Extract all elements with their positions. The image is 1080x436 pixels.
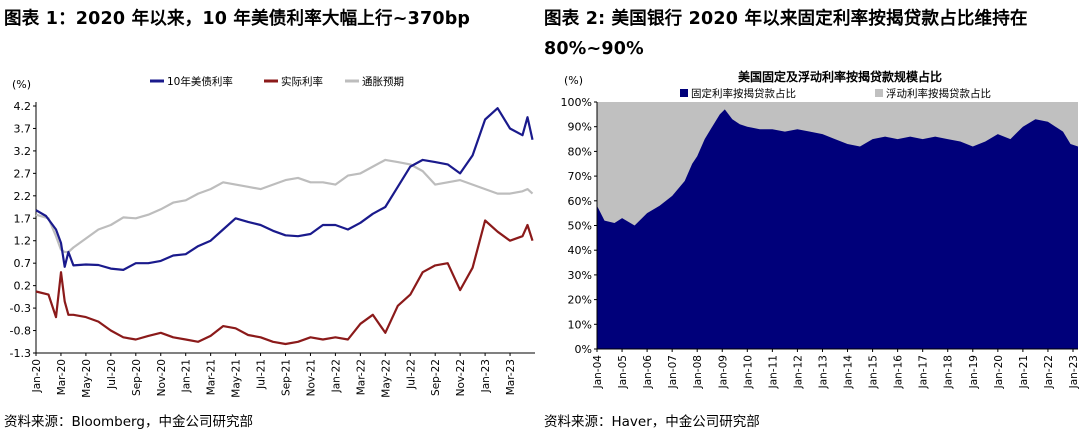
chart-2-ylabel: (%) bbox=[564, 74, 583, 87]
x-tick-label: Jan-22 bbox=[1043, 355, 1055, 389]
x-tick-label: Jan-09 bbox=[717, 355, 729, 389]
x-tick-label: Jan-20 bbox=[31, 359, 43, 393]
y-tick-label: 20% bbox=[568, 294, 592, 307]
x-tick-label: May-22 bbox=[380, 359, 392, 398]
x-tick-label: Jan-19 bbox=[968, 355, 980, 389]
legend-label-2: 实际利率 bbox=[281, 75, 323, 88]
x-tick-label: Jan-22 bbox=[330, 359, 342, 393]
x-tick-label: Jan-20 bbox=[993, 355, 1005, 389]
y-tick-label: 30% bbox=[568, 269, 592, 282]
x-tick-label: Jan-05 bbox=[617, 355, 629, 389]
y-tick-label: 1.2 bbox=[14, 235, 32, 248]
x-tick-label: Sep-20 bbox=[131, 359, 143, 396]
x-tick-label: Jan-16 bbox=[893, 355, 905, 390]
x-tick-label: Jan-13 bbox=[817, 355, 829, 389]
y-tick-label: -0.3 bbox=[10, 302, 31, 315]
x-tick-label: Jul-22 bbox=[405, 359, 417, 390]
y-tick-label: 100% bbox=[561, 96, 592, 109]
chart-1-ylabel: (%) bbox=[12, 78, 31, 91]
legend-label-1: 10年美债利率 bbox=[167, 75, 233, 88]
y-tick-label: 2.2 bbox=[14, 190, 32, 203]
x-tick-label: Jan-21 bbox=[1018, 355, 1030, 389]
x-tick-label: Jan-17 bbox=[918, 355, 930, 389]
y-tick-label: -1.3 bbox=[10, 347, 31, 360]
x-tick-label: Mar-22 bbox=[355, 359, 367, 395]
x-tick-label: Jan-15 bbox=[868, 355, 880, 389]
x-tick-label: Mar-20 bbox=[56, 359, 68, 395]
x-tick-label: Jan-11 bbox=[767, 355, 779, 389]
y-tick-label: 70% bbox=[568, 170, 592, 183]
y-tick-label: 3.2 bbox=[14, 145, 32, 158]
x-tick-label: Jan-14 bbox=[843, 355, 855, 390]
y-tick-label: 90% bbox=[568, 121, 592, 134]
chart-2-inner-title: 美国固定及浮动利率按揭贷款规模占比 bbox=[738, 69, 942, 84]
y-tick-label: 80% bbox=[568, 145, 592, 158]
area-fixed bbox=[597, 109, 1078, 350]
y-tick-label: 50% bbox=[568, 220, 592, 233]
x-tick-label: Jan-10 bbox=[742, 355, 754, 389]
y-tick-label: 0% bbox=[575, 343, 592, 356]
legend-label-fixed: 固定利率按揭贷款占比 bbox=[691, 87, 796, 100]
x-tick-label: Jan-04 bbox=[592, 355, 604, 390]
legend-swatch-floating bbox=[875, 89, 883, 97]
legend-label-floating: 浮动利率按揭贷款占比 bbox=[886, 87, 991, 100]
y-tick-label: 10% bbox=[568, 318, 592, 331]
x-tick-label: Jul-20 bbox=[106, 359, 118, 390]
x-tick-label: Jan-08 bbox=[692, 355, 704, 389]
x-tick-label: Jan-18 bbox=[943, 355, 955, 389]
x-tick-label: May-21 bbox=[231, 359, 243, 398]
x-tick-label: Jan-12 bbox=[792, 355, 804, 389]
y-tick-label: 4.2 bbox=[14, 100, 32, 113]
x-tick-label: May-20 bbox=[81, 359, 93, 398]
x-tick-label: Mar-21 bbox=[206, 359, 218, 395]
y-tick-label: 2.7 bbox=[14, 167, 32, 180]
chart-panel-2: 图表 2: 美国银行 2020 年以来固定利率按揭贷款占比维持在 80%~90%… bbox=[540, 0, 1080, 436]
y-tick-label: 1.7 bbox=[14, 212, 32, 225]
x-tick-label: Sep-21 bbox=[281, 359, 293, 396]
x-tick-label: Jan-06 bbox=[642, 355, 654, 390]
y-tick-label: -0.8 bbox=[10, 325, 31, 338]
x-tick-label: Nov-21 bbox=[305, 359, 317, 396]
legend-swatch-fixed bbox=[680, 89, 688, 97]
x-tick-label: Sep-22 bbox=[430, 359, 442, 396]
series-line-2 bbox=[35, 219, 534, 346]
x-tick-label: Jan-21 bbox=[181, 359, 193, 393]
x-tick-label: Jul-21 bbox=[256, 359, 268, 390]
x-tick-label: Jan-07 bbox=[667, 355, 679, 389]
x-tick-label: Nov-22 bbox=[455, 359, 467, 396]
series-line-1 bbox=[35, 107, 534, 271]
y-tick-label: 3.7 bbox=[14, 122, 32, 135]
chart-panel-1: 图表 1：2020 年以来，10 年美债利率大幅上行~370bp (%) 10年美… bbox=[4, 9, 535, 430]
y-tick-label: 40% bbox=[568, 244, 592, 257]
chart-2-source: 资料来源：Haver，中金公司研究部 bbox=[544, 414, 760, 430]
legend-label-3: 通胀预期 bbox=[362, 76, 404, 88]
chart-1-source: 资料来源：Bloomberg，中金公司研究部 bbox=[4, 414, 253, 430]
x-tick-label: Jan-23 bbox=[1068, 355, 1080, 389]
x-tick-label: Nov-20 bbox=[156, 359, 168, 396]
y-tick-label: 0.2 bbox=[14, 280, 32, 293]
chart-2-title: 图表 2: 美国银行 2020 年以来固定利率按揭贷款占比维持在 80%~90% bbox=[544, 9, 1028, 59]
y-tick-label: 60% bbox=[568, 195, 592, 208]
chart-1-svg: (%) 10年美债利率 实际利率 通胀预期 4.2 3.7 3.2 2.7 2.2 1.7 1.2 0… bbox=[10, 75, 535, 398]
x-tick-label: Mar-23 bbox=[505, 359, 517, 395]
x-tick-label: Jan-23 bbox=[480, 359, 492, 393]
chart-1-title: 图表 1：2020 年以来，10 年美债利率大幅上行~370bp bbox=[4, 9, 471, 29]
y-tick-label: 0.7 bbox=[14, 257, 32, 270]
series-line-3 bbox=[35, 158, 534, 254]
